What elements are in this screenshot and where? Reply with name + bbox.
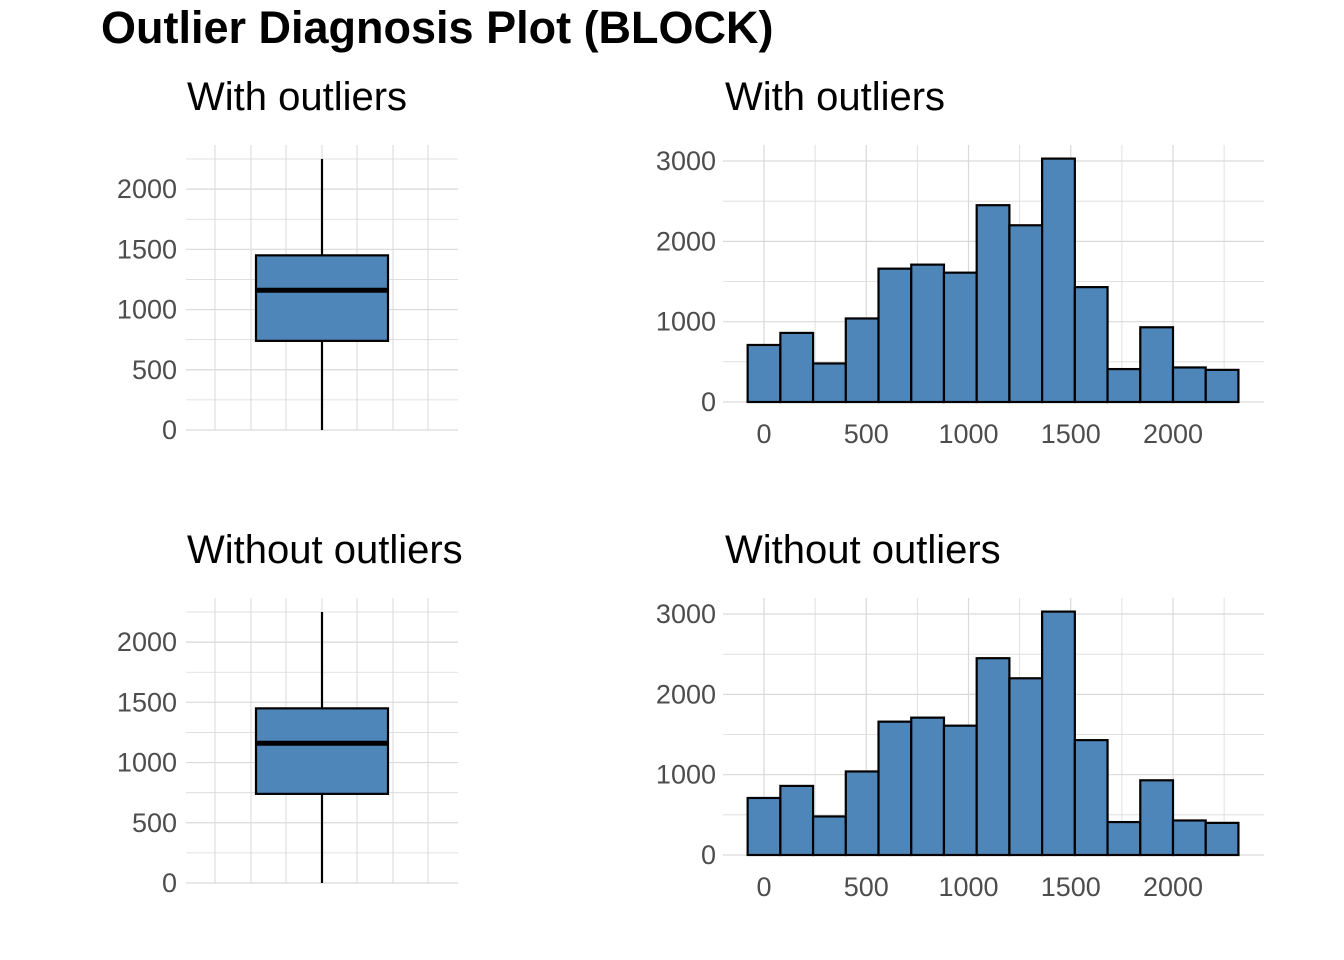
histogram-bar bbox=[910, 263, 946, 404]
histogram-bar bbox=[1204, 821, 1240, 857]
histogram-bar bbox=[1204, 368, 1240, 404]
histogram-bar bbox=[1171, 819, 1207, 857]
y-tick-label: 1500 bbox=[117, 234, 177, 264]
x-tick-label: 2000 bbox=[1143, 872, 1203, 902]
histogram-bar bbox=[1106, 820, 1142, 857]
y-tick-label: 1000 bbox=[656, 307, 716, 337]
panel-title-box-without-outliers: Without outliers bbox=[187, 528, 463, 572]
histogram-bar bbox=[975, 657, 1011, 857]
y-tick-label: 2000 bbox=[117, 627, 177, 657]
x-tick-label: 0 bbox=[756, 872, 771, 902]
y-tick-label: 3000 bbox=[656, 146, 716, 176]
histogram-bar bbox=[779, 331, 815, 404]
boxplot-panel: 0 500 1000 1500 2000 bbox=[117, 145, 458, 445]
y-tick-label: 1000 bbox=[117, 295, 177, 325]
histogram-bar bbox=[811, 815, 847, 857]
y-tick-label: 3000 bbox=[656, 599, 716, 629]
y-tick-label: 1000 bbox=[117, 748, 177, 778]
x-tick-label: 500 bbox=[844, 419, 889, 449]
histogram-bar bbox=[910, 716, 946, 857]
histogram-bar bbox=[746, 796, 782, 857]
y-tick-label: 0 bbox=[701, 840, 716, 870]
y-tick-label: 0 bbox=[162, 868, 177, 898]
histogram-bar bbox=[877, 267, 913, 404]
histogram-bar bbox=[1139, 779, 1175, 857]
boxplot-panel: 0 500 1000 1500 2000 bbox=[117, 598, 458, 898]
x-tick-label: 0 bbox=[756, 419, 771, 449]
x-tick-label: 1500 bbox=[1041, 872, 1101, 902]
histogram-bar bbox=[811, 362, 847, 404]
histogram-bar bbox=[975, 204, 1011, 404]
histogram-bar bbox=[1008, 677, 1044, 857]
panel-title-hist-with-outliers: With outliers bbox=[725, 75, 946, 119]
panel-title-box-with-outliers: With outliers bbox=[187, 75, 408, 119]
histogram-bar bbox=[1106, 367, 1142, 404]
y-tick-label: 1000 bbox=[656, 760, 716, 790]
histogram-bar bbox=[844, 770, 880, 857]
y-tick-label: 0 bbox=[701, 387, 716, 417]
y-tick-label: 2000 bbox=[117, 174, 177, 204]
y-tick-label: 500 bbox=[132, 808, 177, 838]
panel-title-hist-without-outliers: Without outliers bbox=[725, 528, 1001, 572]
histogram-bar bbox=[1073, 739, 1109, 857]
x-tick-label: 500 bbox=[844, 872, 889, 902]
histogram-bar bbox=[1073, 286, 1109, 404]
y-tick-label: 500 bbox=[132, 355, 177, 385]
box-iqr bbox=[254, 254, 390, 342]
histogram-bar bbox=[1171, 366, 1207, 404]
histogram-bar bbox=[1008, 224, 1044, 404]
y-tick-label: 2000 bbox=[656, 679, 716, 709]
main-title: Outlier Diagnosis Plot (BLOCK) bbox=[101, 2, 774, 53]
histogram-bar bbox=[746, 343, 782, 404]
histogram-bar bbox=[779, 784, 815, 857]
histogram-panel: 0 1000 2000 3000 0 500 1000 1500 2000 bbox=[656, 145, 1264, 449]
x-tick-label: 1500 bbox=[1041, 419, 1101, 449]
histogram-panel: 0 1000 2000 3000 0 500 1000 1500 2000 bbox=[656, 598, 1264, 902]
histogram-bar bbox=[942, 271, 978, 404]
x-tick-label: 1000 bbox=[938, 419, 998, 449]
histogram-bar bbox=[1139, 326, 1175, 404]
y-tick-label: 0 bbox=[162, 415, 177, 445]
histogram-bar bbox=[1041, 610, 1076, 857]
histogram-bar bbox=[1041, 157, 1076, 404]
box-iqr bbox=[254, 707, 390, 795]
x-tick-label: 1000 bbox=[938, 872, 998, 902]
histogram-bar bbox=[942, 724, 978, 857]
x-tick-label: 2000 bbox=[1143, 419, 1203, 449]
y-tick-label: 1500 bbox=[117, 687, 177, 717]
histogram-bar bbox=[844, 317, 880, 404]
histogram-bar bbox=[877, 720, 913, 857]
y-tick-label: 2000 bbox=[656, 226, 716, 256]
